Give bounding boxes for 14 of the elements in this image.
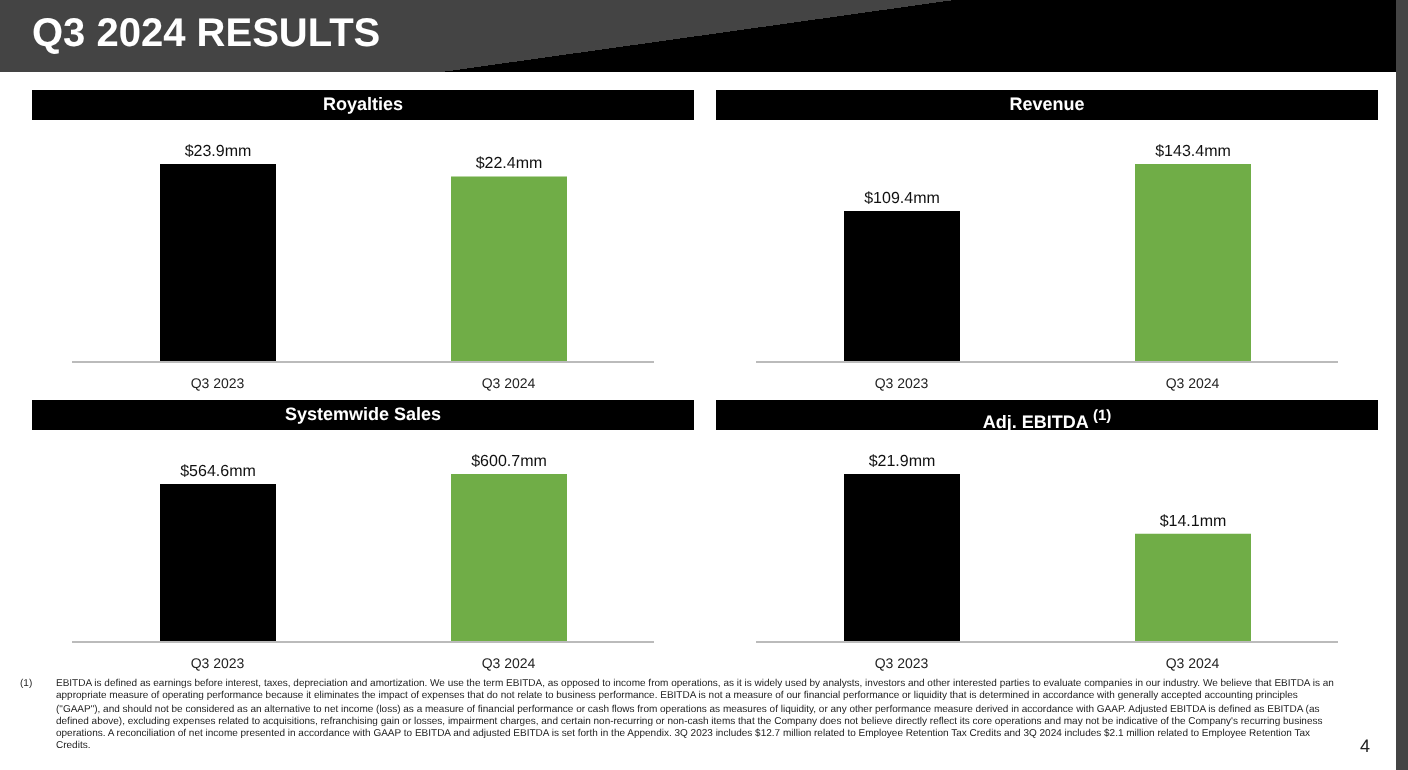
text: Q3 2024 RESULTS <box>32 10 381 60</box>
chart-title: Royalties <box>32 90 694 120</box>
data-label: $22.4mm <box>475 154 544 173</box>
data-label: $564.6mm <box>180 462 257 481</box>
data-label: $143.4mm <box>1155 142 1232 160</box>
chart-title: Systemwide Sales <box>32 400 694 430</box>
data-label: $109.4mm <box>864 188 941 207</box>
chart-title: Adj. EBITDA $^{(1)}$ <box>716 400 1378 432</box>
data-label: $23.9mm <box>184 142 253 160</box>
data-label: $600.7mm <box>471 452 548 470</box>
data-label: $14.1mm <box>1159 511 1228 530</box>
data-label: $21.9mm <box>868 452 937 470</box>
chart-title: Revenue <box>716 90 1378 120</box>
text: 4 <box>1360 736 1371 756</box>
